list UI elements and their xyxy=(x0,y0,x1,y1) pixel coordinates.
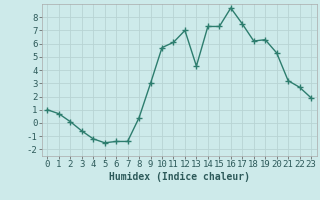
X-axis label: Humidex (Indice chaleur): Humidex (Indice chaleur) xyxy=(109,172,250,182)
